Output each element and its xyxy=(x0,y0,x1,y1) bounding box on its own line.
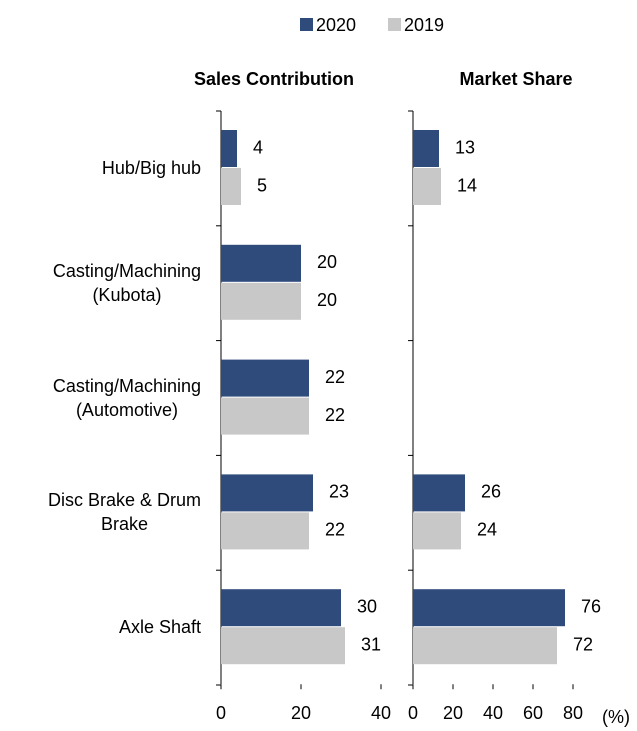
x-tick-label: 20 xyxy=(443,703,463,723)
value-label: 22 xyxy=(325,520,345,540)
x-tick-label: 80 xyxy=(563,703,583,723)
x-tick-label: 0 xyxy=(408,703,418,723)
category-label: Disc Brake & Drum Brake xyxy=(47,490,201,535)
bar xyxy=(221,282,301,320)
bar xyxy=(221,589,341,627)
bar xyxy=(413,589,565,627)
panel-title: Market Share xyxy=(459,69,572,89)
bar xyxy=(221,359,309,397)
x-tick-label: 20 xyxy=(291,703,311,723)
value-label: 20 xyxy=(317,290,337,310)
value-label: 22 xyxy=(325,367,345,387)
category-label: Casting/Machining (Automotive) xyxy=(52,375,201,420)
legend-swatch xyxy=(300,18,313,31)
x-tick-label: 60 xyxy=(523,703,543,723)
bar xyxy=(413,130,439,167)
bar xyxy=(413,512,461,550)
bar xyxy=(221,168,241,205)
value-label: 76 xyxy=(581,596,601,616)
bar xyxy=(221,130,237,167)
value-label: 22 xyxy=(325,405,345,425)
bar xyxy=(413,168,441,205)
legend-label: 2020 xyxy=(316,15,356,35)
value-label: 23 xyxy=(329,482,349,502)
bar xyxy=(221,244,301,282)
value-label: 4 xyxy=(253,137,263,157)
value-label: 14 xyxy=(457,175,477,195)
bar xyxy=(221,627,345,665)
value-label: 24 xyxy=(477,520,497,540)
x-tick-label: 0 xyxy=(216,703,226,723)
bar xyxy=(221,474,313,512)
panel-title: Sales Contribution xyxy=(194,69,354,89)
bar xyxy=(413,474,465,512)
value-label: 5 xyxy=(257,175,267,195)
legend-label: 2019 xyxy=(404,15,444,35)
category-label: Casting/Machining (Kubota) xyxy=(52,260,201,305)
category-label: Axle Shaft xyxy=(118,617,201,638)
value-label: 31 xyxy=(361,634,381,654)
value-label: 20 xyxy=(317,252,337,272)
category-label: Hub/Big hub xyxy=(101,158,201,178)
legend-swatch xyxy=(388,18,401,31)
x-axis-label: (%) xyxy=(602,707,630,727)
value-label: 13 xyxy=(455,137,475,157)
x-tick-label: 40 xyxy=(483,703,503,723)
value-label: 26 xyxy=(481,482,501,502)
x-tick-label: 40 xyxy=(371,703,391,723)
bar xyxy=(221,397,309,435)
bar xyxy=(221,512,309,550)
bar xyxy=(413,627,557,665)
value-label: 72 xyxy=(573,634,593,654)
value-label: 30 xyxy=(357,596,377,616)
